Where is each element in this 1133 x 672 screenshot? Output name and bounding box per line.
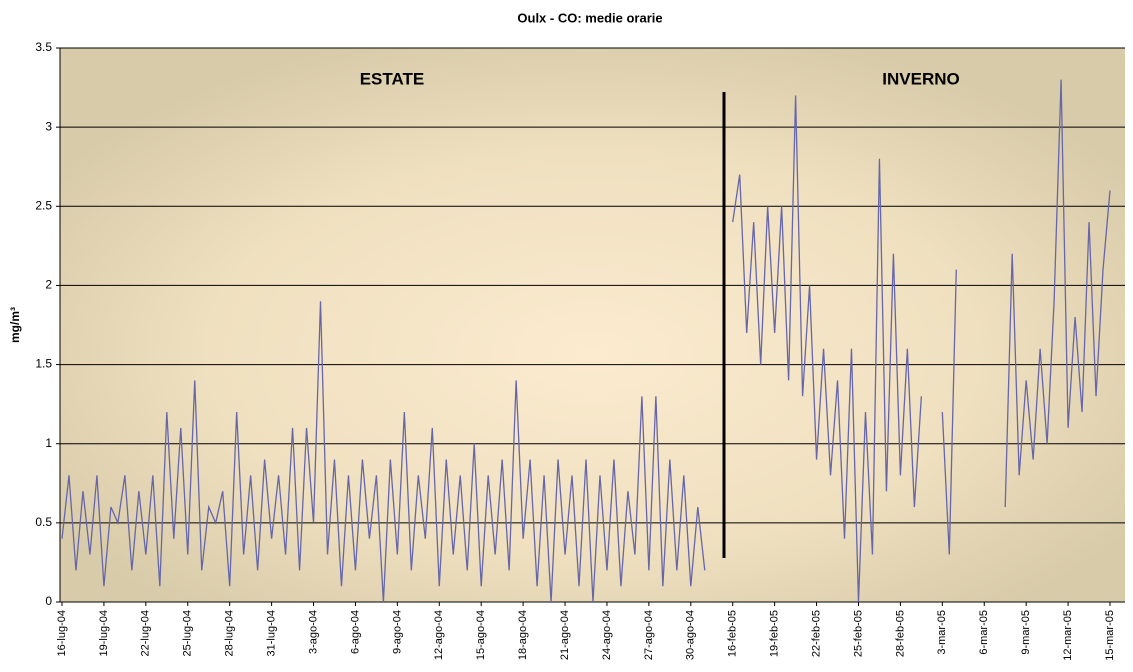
x-tick-label: 22-lug-04	[140, 610, 152, 656]
y-tick-label: 0	[45, 594, 52, 608]
x-tick-label: 6-mar-05	[978, 610, 990, 655]
x-tick-label: 31-lug-04	[266, 610, 278, 656]
y-tick-label: 3	[45, 119, 52, 133]
y-tick-label: 0.5	[35, 515, 52, 529]
x-tick-label: 28-feb-05	[894, 610, 906, 657]
y-tick-label: 3.5	[35, 40, 52, 54]
x-tick-label: 24-ago-04	[601, 610, 613, 660]
x-tick-label: 15-mar-05	[1104, 610, 1116, 661]
x-tick-label: 9-ago-04	[391, 610, 403, 654]
x-tick-label: 16-lug-04	[56, 610, 68, 656]
annotation: ESTATE	[360, 69, 425, 88]
chart-title: Oulx - CO: medie orarie	[517, 10, 662, 25]
x-tick-label: 3-mar-05	[936, 610, 948, 655]
x-tick-label: 25-lug-04	[182, 610, 194, 656]
x-tick-label: 30-ago-04	[685, 610, 697, 660]
x-tick-label: 19-lug-04	[98, 610, 110, 656]
plot-area	[60, 48, 1125, 602]
y-axis-label: mg/m³	[8, 307, 22, 343]
x-tick-label: 15-ago-04	[475, 610, 487, 660]
x-tick-label: 22-feb-05	[810, 610, 822, 657]
x-tick-label: 21-ago-04	[559, 610, 571, 660]
x-tick-label: 18-ago-04	[517, 610, 529, 660]
x-tick-label: 25-feb-05	[852, 610, 864, 657]
x-tick-label: 9-mar-05	[1020, 610, 1032, 655]
y-tick-label: 1.5	[35, 357, 52, 371]
y-tick-label: 2.5	[35, 198, 52, 212]
annotation: INVERNO	[882, 69, 959, 88]
x-tick-label: 12-ago-04	[433, 610, 445, 660]
x-tick-label: 27-ago-04	[643, 610, 655, 660]
x-tick-label: 6-ago-04	[349, 610, 361, 654]
x-tick-label: 16-feb-05	[727, 610, 739, 657]
y-tick-label: 1	[45, 436, 52, 450]
data-line	[61, 79, 1111, 603]
x-tick-label: 3-ago-04	[307, 610, 319, 654]
x-tick-label: 28-lug-04	[224, 610, 236, 656]
x-tick-label: 19-feb-05	[769, 610, 781, 657]
x-tick-label: 12-mar-05	[1062, 610, 1074, 661]
y-tick-label: 2	[45, 278, 52, 292]
